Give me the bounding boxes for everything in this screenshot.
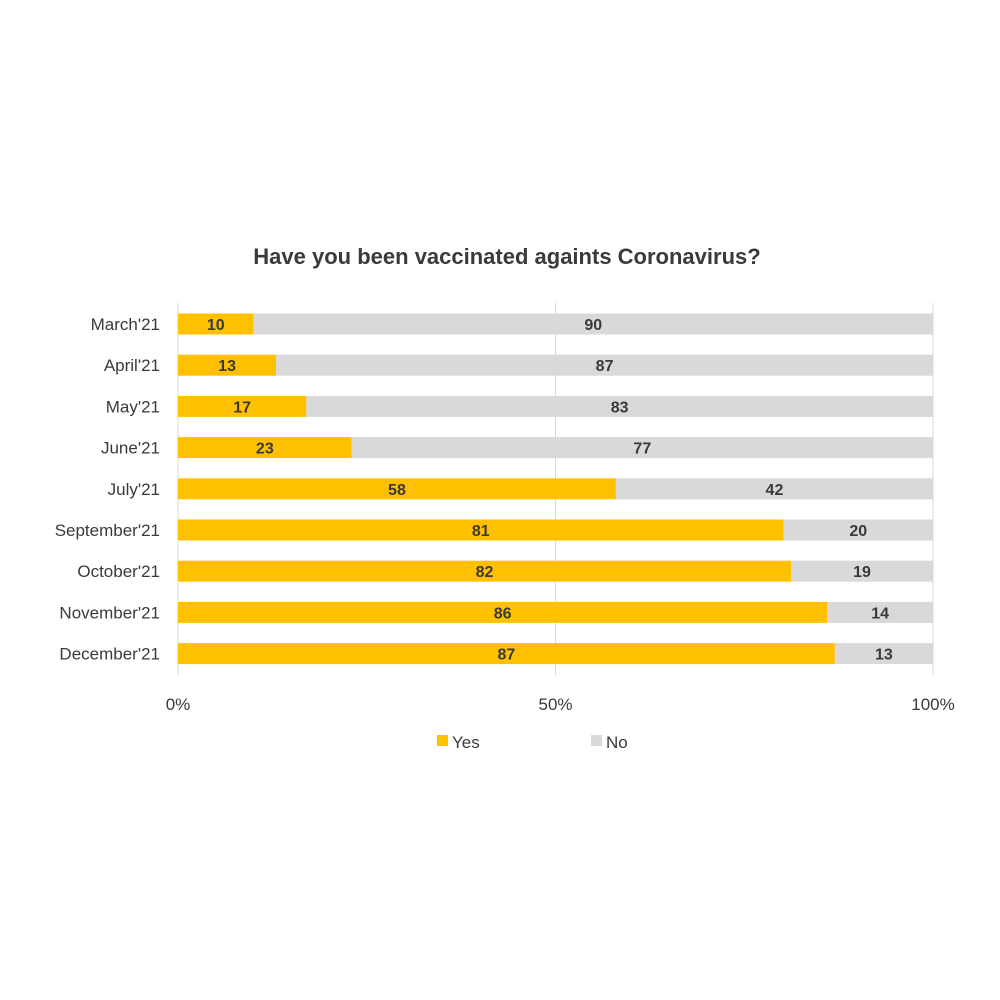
category-label: September'21 [55, 521, 160, 540]
bar-no [615, 478, 933, 500]
bar-yes [178, 643, 835, 665]
x-axis-ticks: 0% 50% 100% [166, 695, 955, 714]
bar-yes [178, 560, 791, 582]
category-label: March'21 [91, 315, 160, 334]
bar-no [790, 560, 933, 582]
category-label: December'21 [59, 645, 160, 664]
tick-label: 50% [538, 695, 572, 714]
legend-label: Yes [452, 733, 480, 752]
bar-no [827, 601, 933, 623]
data-label-no: 14 [871, 605, 889, 622]
chart-title: Have you been vaccinated againts Coronav… [253, 244, 760, 269]
data-label-yes: 81 [472, 523, 490, 540]
bar-yes [178, 437, 352, 459]
bar-yes [178, 354, 277, 376]
category-label: May'21 [106, 397, 160, 416]
bar-yes [178, 478, 616, 500]
bar-yes [178, 519, 784, 541]
bar-yes [178, 313, 254, 335]
data-label-yes: 87 [498, 647, 516, 664]
legend: Yes No [437, 733, 628, 752]
data-label-no: 13 [875, 647, 893, 664]
data-label-yes: 13 [218, 358, 236, 375]
category-label: July'21 [108, 480, 160, 499]
data-label-no: 20 [849, 523, 867, 540]
legend-swatch [591, 735, 602, 746]
bar-no [276, 354, 933, 376]
tick-label: 0% [166, 695, 191, 714]
data-label-yes: 58 [388, 482, 406, 499]
bars: 10 90 13 87 17 83 23 77 58 42 81 20 82 19 86 14 87 13 [178, 313, 934, 665]
data-label-yes: 86 [494, 605, 512, 622]
legend-label: No [606, 733, 628, 752]
data-label-yes: 17 [233, 399, 251, 416]
bar-no [253, 313, 933, 335]
data-label-no: 77 [633, 441, 651, 458]
data-label-no: 87 [596, 358, 614, 375]
data-label-no: 83 [611, 399, 629, 416]
bar-yes [178, 395, 307, 417]
category-label: October'21 [77, 562, 160, 581]
tick-label: 100% [911, 695, 954, 714]
data-label-no: 42 [766, 482, 784, 499]
data-label-no: 90 [584, 317, 602, 334]
bar-yes [178, 601, 828, 623]
bar-no [834, 643, 933, 665]
data-label-no: 19 [853, 564, 871, 581]
bar-no [783, 519, 933, 541]
data-label-yes: 10 [207, 317, 225, 334]
data-label-yes: 23 [256, 441, 274, 458]
data-label-yes: 82 [476, 564, 494, 581]
category-label: June'21 [101, 439, 160, 458]
bar-no [306, 395, 934, 417]
category-label: April'21 [104, 356, 160, 375]
category-label: November'21 [59, 603, 160, 622]
legend-swatch [437, 735, 448, 746]
bar-no [351, 437, 933, 459]
category-labels: March'21 April'21 May'21 June'21 July'21 Sept… [55, 315, 160, 664]
